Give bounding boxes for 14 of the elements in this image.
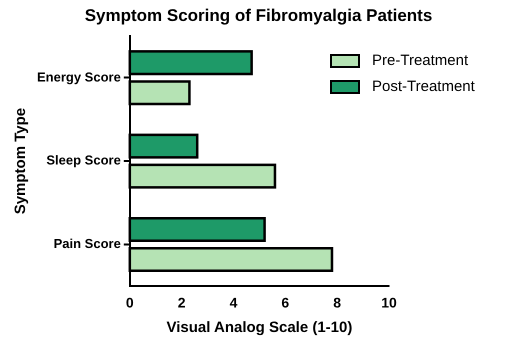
legend-label: Post-Treatment (372, 78, 475, 95)
chart-title: Symptom Scoring of Fibromyalgia Patients (84, 6, 434, 26)
x-tick-label: 4 (230, 294, 238, 310)
x-tick-label: 6 (281, 294, 290, 310)
x-tick-label: 0 (126, 294, 134, 310)
x-tick-label: 10 (381, 294, 397, 310)
y-tick-label: Pain Score (54, 236, 121, 252)
x-axis-title: Visual Analog Scale (1-10) (166, 319, 352, 336)
x-tick-label: 2 (178, 294, 186, 310)
y-tick-label: Energy Score (36, 69, 121, 84)
x-tick-label: 8 (333, 294, 342, 310)
y-tick-label: Sleep Score (46, 152, 121, 168)
y-axis-title: Symptom Type (12, 108, 30, 214)
legend-label: Pre-Treatment (372, 52, 468, 69)
